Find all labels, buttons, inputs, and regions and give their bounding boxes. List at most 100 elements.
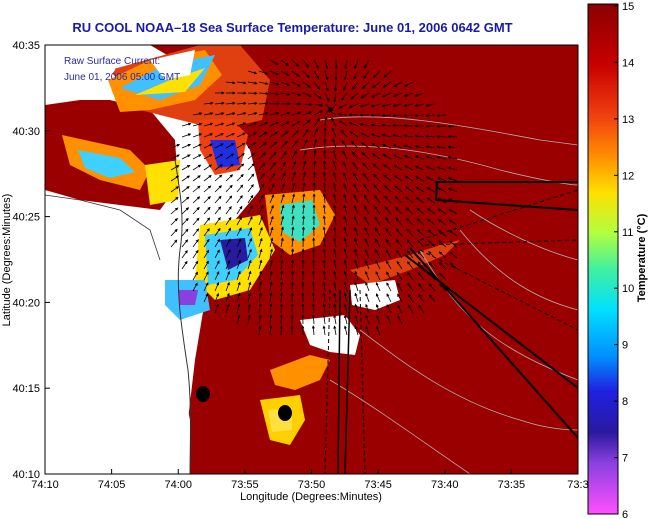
current-vector bbox=[428, 283, 436, 292]
current-vector bbox=[343, 70, 348, 81]
current-vector bbox=[170, 175, 180, 182]
current-vector bbox=[425, 114, 436, 118]
current-vector bbox=[302, 129, 309, 138]
current-vector bbox=[269, 111, 280, 116]
current-vector bbox=[365, 292, 370, 303]
current-vector bbox=[363, 173, 370, 182]
current-vector bbox=[269, 172, 276, 182]
current-vector bbox=[382, 92, 392, 98]
current-vector bbox=[247, 205, 253, 215]
current-vector bbox=[258, 215, 264, 226]
current-vector bbox=[415, 176, 425, 182]
current-vector bbox=[269, 194, 275, 204]
map-title: RU COOL NOAA–18 Sea Surface Temperature:… bbox=[72, 20, 513, 35]
current-vector bbox=[269, 237, 274, 248]
current-vector bbox=[280, 131, 289, 138]
current-vector bbox=[225, 174, 234, 182]
current-vector bbox=[280, 281, 284, 292]
current-vector bbox=[302, 193, 306, 204]
current-vector bbox=[438, 240, 447, 248]
current-vector bbox=[225, 112, 236, 116]
current-vector bbox=[269, 226, 274, 237]
current-vector bbox=[225, 132, 236, 138]
current-vector bbox=[374, 227, 381, 237]
current-vector bbox=[407, 282, 414, 292]
current-vector bbox=[324, 81, 329, 92]
current-vector bbox=[386, 282, 392, 292]
current-vector bbox=[280, 215, 285, 226]
current-vector bbox=[313, 110, 323, 116]
current-vector bbox=[280, 172, 286, 182]
current-vector bbox=[322, 160, 327, 171]
current-vector bbox=[414, 134, 425, 138]
current-vector bbox=[258, 325, 262, 336]
current-vector bbox=[291, 160, 297, 171]
current-vector bbox=[372, 153, 381, 160]
current-vector bbox=[236, 281, 241, 292]
current-vector bbox=[269, 151, 277, 160]
current-vector bbox=[425, 134, 436, 138]
current-vector bbox=[322, 259, 326, 270]
current-vector bbox=[343, 171, 348, 182]
current-vector bbox=[349, 131, 359, 138]
current-vector bbox=[418, 293, 425, 303]
current-vector bbox=[333, 314, 337, 325]
current-vector bbox=[365, 270, 370, 281]
current-vector bbox=[370, 113, 381, 117]
current-vector bbox=[170, 207, 179, 215]
current-vector bbox=[258, 259, 263, 270]
coastline bbox=[174, 159, 191, 474]
current-vector bbox=[351, 141, 359, 149]
current-vector bbox=[247, 227, 253, 237]
current-vector bbox=[258, 122, 269, 127]
current-vector bbox=[302, 92, 313, 98]
current-vector bbox=[203, 238, 210, 248]
current-vector bbox=[280, 59, 289, 66]
current-vector bbox=[203, 217, 211, 226]
current-vector bbox=[258, 81, 269, 86]
current-vector bbox=[333, 226, 337, 237]
current-vector bbox=[312, 171, 317, 182]
current-vector bbox=[407, 261, 414, 270]
current-vector bbox=[225, 292, 230, 303]
current-vector bbox=[236, 142, 246, 149]
current-vector bbox=[417, 261, 425, 270]
current-vector bbox=[236, 132, 246, 138]
current-vector bbox=[291, 193, 296, 204]
current-vector bbox=[375, 271, 381, 281]
current-vector bbox=[203, 101, 214, 105]
current-vector bbox=[313, 138, 318, 149]
current-vector bbox=[225, 216, 232, 226]
current-vector bbox=[343, 226, 348, 237]
current-vector bbox=[343, 81, 348, 92]
current-vector bbox=[280, 161, 286, 171]
current-vector bbox=[258, 173, 265, 182]
current-vector bbox=[371, 143, 381, 149]
current-vector bbox=[192, 164, 202, 171]
current-vector bbox=[225, 270, 230, 281]
current-vector bbox=[236, 314, 241, 325]
current-vector bbox=[403, 134, 414, 138]
current-vector bbox=[291, 237, 295, 248]
current-vector bbox=[406, 218, 414, 226]
current-vector bbox=[375, 249, 381, 259]
current-vector bbox=[236, 216, 242, 226]
current-vector bbox=[247, 281, 252, 292]
current-vector bbox=[362, 162, 370, 171]
current-vector bbox=[404, 165, 414, 171]
current-vector bbox=[370, 123, 381, 127]
current-vector bbox=[375, 260, 381, 270]
current-vector bbox=[280, 248, 284, 259]
current-vector bbox=[449, 262, 458, 270]
current-vector bbox=[448, 187, 458, 193]
y-tick-label: 40:25 bbox=[12, 212, 40, 224]
current-vector bbox=[332, 193, 337, 204]
current-vector bbox=[280, 151, 287, 160]
current-vector bbox=[225, 227, 232, 237]
current-vector bbox=[381, 123, 392, 127]
current-vector bbox=[247, 101, 258, 106]
current-vector bbox=[203, 249, 210, 259]
current-vector bbox=[322, 303, 326, 314]
current-vector bbox=[280, 193, 285, 204]
current-vector bbox=[352, 81, 359, 90]
